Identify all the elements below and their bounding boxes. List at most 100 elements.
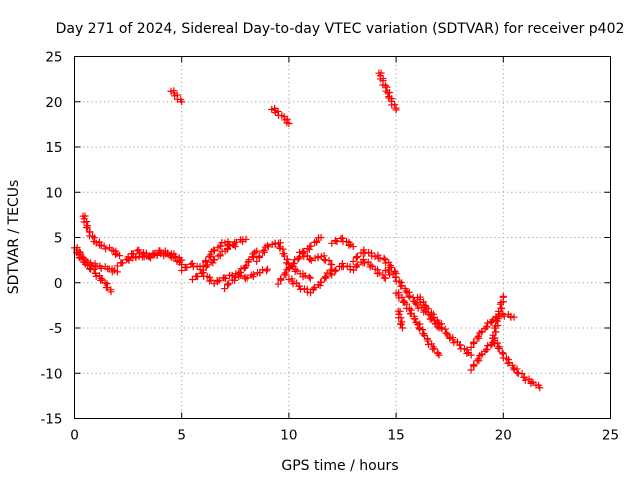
data-point <box>260 246 268 254</box>
data-point <box>243 274 251 282</box>
series-arc-23 <box>414 293 454 341</box>
data-point <box>83 224 91 232</box>
data-point <box>215 276 223 284</box>
series-arc-20 <box>381 266 443 332</box>
series-arc-18 <box>349 246 400 278</box>
data-point <box>495 345 503 353</box>
data-point <box>221 285 229 293</box>
data-point <box>498 304 506 312</box>
series-arc-21 <box>392 289 443 359</box>
data-point <box>194 273 202 281</box>
data-point <box>391 101 399 109</box>
data-point <box>249 270 257 278</box>
data-point <box>322 274 330 282</box>
data-point <box>264 243 272 251</box>
data-point <box>474 332 482 340</box>
data-point <box>207 276 215 284</box>
data-point <box>199 262 207 270</box>
data-point <box>428 340 436 348</box>
data-point <box>392 106 400 114</box>
series-arc-14 <box>285 265 336 297</box>
data-point <box>231 243 239 251</box>
data-point <box>349 257 357 265</box>
data-point <box>188 259 196 267</box>
data-point <box>305 273 313 281</box>
data-point <box>467 366 475 374</box>
series-arc-09 <box>199 238 239 270</box>
data-point <box>236 269 244 277</box>
data-point <box>263 267 271 275</box>
x-tick-label: 0 <box>70 428 79 444</box>
y-tick-label: 0 <box>54 276 63 292</box>
data-point <box>149 251 157 259</box>
data-point <box>320 255 328 263</box>
data-point <box>263 265 271 273</box>
data-point <box>189 263 197 271</box>
data-point <box>397 282 405 290</box>
data-point <box>325 257 333 265</box>
data-point <box>225 280 233 288</box>
data-point <box>397 320 405 328</box>
data-point <box>202 257 210 265</box>
data-point <box>510 313 518 321</box>
data-point <box>132 254 140 262</box>
data-point <box>285 119 293 127</box>
data-point <box>281 269 289 277</box>
data-point <box>216 242 224 250</box>
data-point <box>450 339 458 347</box>
data-point <box>297 285 305 293</box>
data-point <box>339 263 347 271</box>
data-point <box>216 251 224 259</box>
data-point <box>253 257 261 265</box>
series-arc-07 <box>178 235 250 274</box>
data-point <box>289 280 297 288</box>
series-arc-16 <box>328 256 389 282</box>
data-point <box>300 253 308 261</box>
data-point <box>171 252 179 260</box>
data-point <box>151 249 159 257</box>
series-arc-26 <box>467 292 507 374</box>
data-point <box>474 355 482 363</box>
data-point <box>210 256 218 264</box>
data-point <box>178 256 186 264</box>
data-point <box>333 237 341 245</box>
data-point <box>108 246 116 254</box>
data-point <box>220 274 228 282</box>
data-point <box>242 235 250 243</box>
data-point <box>116 252 124 260</box>
data-point <box>97 264 105 272</box>
data-point <box>382 259 390 267</box>
data-point <box>296 248 304 256</box>
data-point <box>520 373 528 381</box>
data-point <box>110 266 118 274</box>
data-point <box>504 359 512 367</box>
data-point <box>206 277 214 285</box>
data-point <box>210 247 218 255</box>
series-arc-15 <box>296 248 336 269</box>
series-arc-06 <box>167 87 186 106</box>
chart-title: Day 271 of 2024, Sidereal Day-to-day VTE… <box>56 21 625 37</box>
data-point <box>291 256 299 264</box>
data-point <box>492 328 500 336</box>
data-point <box>90 266 98 274</box>
data-point <box>456 341 464 349</box>
data-point <box>113 262 121 270</box>
data-point <box>500 312 508 320</box>
data-point <box>396 307 404 315</box>
grid-lines <box>74 56 611 419</box>
series-arc-19 <box>375 69 400 114</box>
data-point <box>295 282 303 290</box>
data-point <box>521 376 529 384</box>
data-point <box>513 369 521 377</box>
data-point <box>354 261 362 269</box>
data-point <box>306 274 314 282</box>
series-arc-27 <box>489 334 544 392</box>
series-arc-13 <box>274 234 325 288</box>
data-point <box>135 246 143 254</box>
data-point <box>256 252 264 260</box>
series-arc-03 <box>73 248 121 276</box>
data-point <box>437 324 445 332</box>
data-point <box>536 384 544 392</box>
data-point <box>482 346 490 354</box>
data-point <box>385 258 393 266</box>
